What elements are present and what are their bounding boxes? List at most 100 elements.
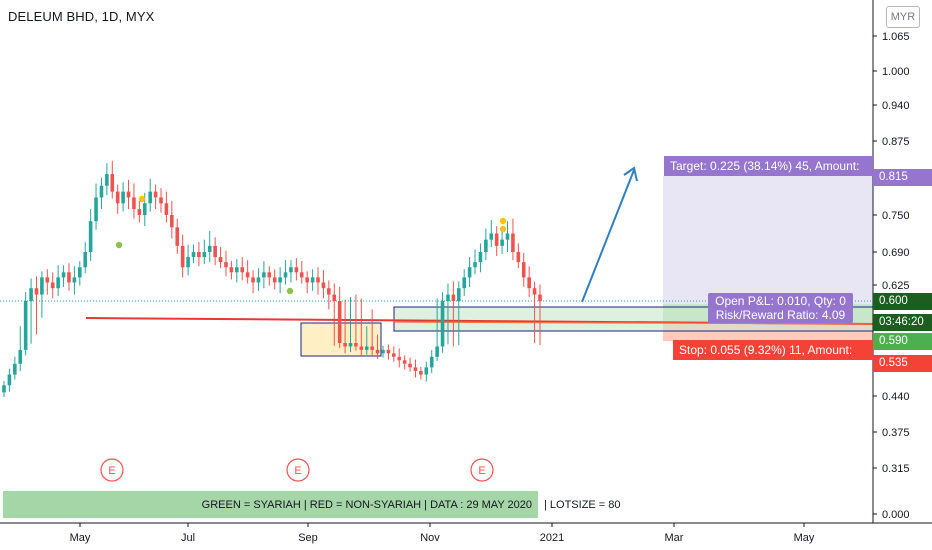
candle-body[interactable] <box>397 356 402 361</box>
candle-body[interactable] <box>511 233 515 253</box>
candle-body[interactable] <box>440 301 445 347</box>
candle-body[interactable] <box>229 267 234 273</box>
candle-body[interactable] <box>283 272 288 278</box>
candle-body[interactable] <box>67 272 71 283</box>
candle-body[interactable] <box>115 191 120 204</box>
candle-body[interactable] <box>294 267 299 273</box>
earnings-marker[interactable]: E <box>470 458 494 482</box>
candle-body[interactable] <box>197 252 201 258</box>
candle-body[interactable] <box>105 174 109 186</box>
stop-label[interactable]: Stop: 0.055 (9.32%) 11, Amount: <box>673 340 873 360</box>
candle-body[interactable] <box>235 267 239 273</box>
time-axis[interactable]: May Jul Sep Nov 2021 Mar May <box>70 523 815 544</box>
candle-body[interactable] <box>126 191 131 198</box>
candle-body[interactable] <box>332 294 337 301</box>
candle-body[interactable] <box>245 272 250 278</box>
candle-body[interactable] <box>413 367 418 371</box>
candle-body[interactable] <box>505 233 510 240</box>
candle-body[interactable] <box>278 277 282 283</box>
candle-body[interactable] <box>364 346 369 350</box>
candle-body[interactable] <box>408 363 412 368</box>
target-zone[interactable] <box>663 176 873 304</box>
candle-body[interactable] <box>500 239 504 246</box>
candle-body[interactable] <box>272 277 277 283</box>
candle-body[interactable] <box>45 277 50 283</box>
candle-body[interactable] <box>224 262 228 268</box>
projection-arrow[interactable] <box>581 166 638 303</box>
candle-body[interactable] <box>489 233 494 240</box>
candle-body[interactable] <box>218 257 223 263</box>
earnings-marker[interactable]: E <box>100 458 124 482</box>
candle-body[interactable] <box>381 349 385 354</box>
candle-body[interactable] <box>348 343 353 347</box>
candle-body[interactable] <box>137 209 142 215</box>
candle-body[interactable] <box>337 301 342 343</box>
candle-body[interactable] <box>327 288 331 295</box>
candle-body[interactable] <box>148 191 152 204</box>
candle-body[interactable] <box>40 277 44 295</box>
candle-body[interactable] <box>7 374 12 386</box>
target-label[interactable]: Target: 0.225 (38.14%) 45, Amount: <box>664 156 873 176</box>
candle-body[interactable] <box>121 191 125 204</box>
candle-body[interactable] <box>186 257 190 268</box>
candle-body[interactable] <box>446 294 450 301</box>
candle-body[interactable] <box>94 197 98 222</box>
candle-body[interactable] <box>392 353 396 357</box>
candle-body[interactable] <box>13 363 17 375</box>
candle-body[interactable] <box>213 245 217 258</box>
candle-body[interactable] <box>462 277 467 289</box>
earnings-marker[interactable]: E <box>286 458 310 482</box>
candle-body[interactable] <box>132 197 136 210</box>
price-axis[interactable]: 1.065 1.000 0.940 0.875 0.750 0.690 0.625 0.440… <box>873 31 910 521</box>
candle-body[interactable] <box>267 272 272 278</box>
candle-body[interactable] <box>240 267 245 273</box>
candle-body[interactable] <box>23 301 28 350</box>
candle-body[interactable] <box>50 282 55 289</box>
candle-body[interactable] <box>18 349 23 364</box>
candle-body[interactable] <box>202 252 207 258</box>
candle-body[interactable] <box>484 239 488 252</box>
candle-body[interactable] <box>29 288 33 301</box>
candle-body[interactable] <box>343 343 347 347</box>
candle-body[interactable] <box>88 221 93 252</box>
candle-body[interactable] <box>153 191 158 198</box>
candle-body[interactable] <box>354 343 358 347</box>
symbol-title[interactable]: DELEUM BHD, 1D, MYX <box>8 9 155 24</box>
candle-body[interactable] <box>77 267 82 278</box>
candle-body[interactable] <box>61 272 66 278</box>
candle-body[interactable] <box>170 215 174 228</box>
candle-body[interactable] <box>473 262 477 268</box>
candle-body[interactable] <box>262 272 266 278</box>
candle-body[interactable] <box>299 272 304 278</box>
candle-body[interactable] <box>451 294 456 301</box>
candle-body[interactable] <box>456 288 461 301</box>
candle-body[interactable] <box>207 245 212 252</box>
candle-body[interactable] <box>289 267 293 273</box>
candle-body[interactable] <box>521 262 526 278</box>
candle-body[interactable] <box>72 277 77 283</box>
candle-body[interactable] <box>516 252 521 263</box>
candle-body[interactable] <box>527 277 531 289</box>
candle-body[interactable] <box>370 346 374 350</box>
candle-body[interactable] <box>99 185 104 198</box>
candle-body[interactable] <box>56 277 60 289</box>
candle-body[interactable] <box>256 277 261 283</box>
candle-body[interactable] <box>251 277 255 283</box>
candle-body[interactable] <box>175 227 180 246</box>
candle-body[interactable] <box>142 203 147 215</box>
candle-body[interactable] <box>359 346 364 350</box>
candle-body[interactable] <box>386 349 391 354</box>
candle-body[interactable] <box>310 277 315 283</box>
candle-body[interactable] <box>494 233 499 246</box>
candle-body[interactable] <box>180 245 185 268</box>
candle-body[interactable] <box>467 267 472 278</box>
candle-body[interactable] <box>429 356 434 368</box>
candle-body[interactable] <box>538 294 542 301</box>
candle-body[interactable] <box>2 385 6 393</box>
candle-body[interactable] <box>34 288 39 295</box>
candle-body[interactable] <box>110 174 115 192</box>
candle-body[interactable] <box>321 282 326 289</box>
candle-body[interactable] <box>83 252 88 268</box>
candle-body[interactable] <box>478 252 483 263</box>
